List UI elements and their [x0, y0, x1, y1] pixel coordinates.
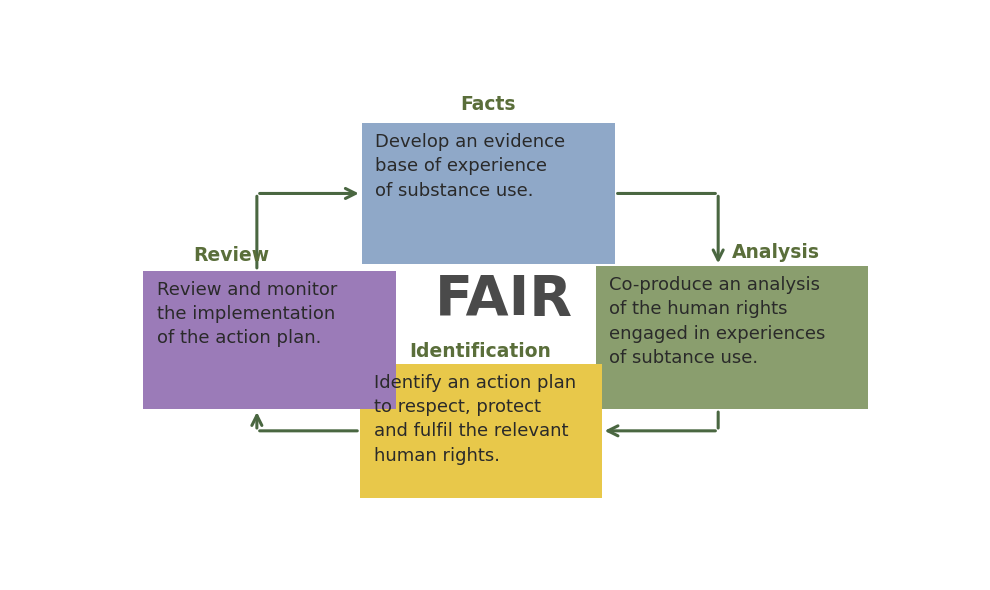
- Bar: [596, 266, 868, 409]
- Text: Identification: Identification: [410, 342, 551, 361]
- Text: Develop an evidence
base of experience
of substance use.: Develop an evidence base of experience o…: [375, 133, 565, 199]
- Text: Facts: Facts: [460, 96, 516, 114]
- Text: Review: Review: [193, 246, 269, 265]
- Text: Identify an action plan
to respect, protect
and fulfil the relevant
human rights: Identify an action plan to respect, prot…: [374, 374, 576, 465]
- Bar: [361, 123, 615, 264]
- Text: Review and monitor
the implementation
of the action plan.: Review and monitor the implementation of…: [156, 281, 338, 348]
- Text: FAIR: FAIR: [435, 273, 572, 327]
- Text: Analysis: Analysis: [732, 243, 820, 262]
- Bar: [360, 364, 602, 498]
- Text: Co-produce an analysis
of the human rights
engaged in experiences
of subtance us: Co-produce an analysis of the human righ…: [610, 276, 826, 367]
- Bar: [143, 271, 396, 409]
